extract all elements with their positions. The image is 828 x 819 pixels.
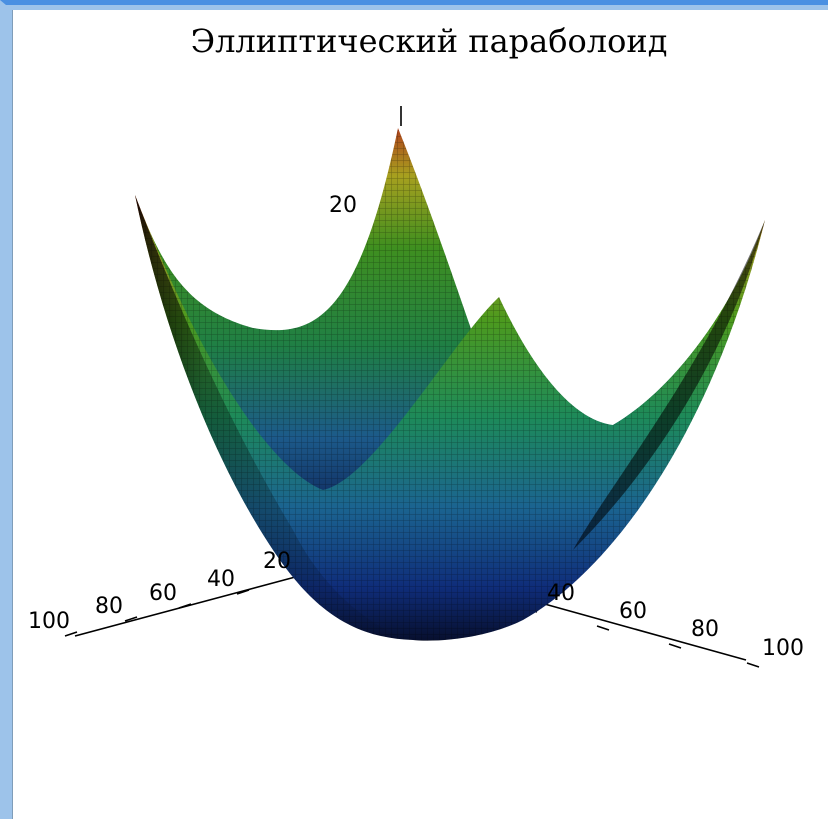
surface-back-mesh — [135, 128, 765, 525]
x-tick-label: 80 — [95, 594, 123, 619]
x-tick-mark — [236, 589, 250, 595]
chart-title: Эллиптический параболоид — [191, 22, 668, 60]
tick-labels: 20 40 60 80 100 40 60 80 100 20 — [28, 193, 804, 661]
y-tick-label: 60 — [619, 599, 647, 624]
paraboloid-chart: Эллиптический параболоид 20 40 60 80 100 40 60… — [28, 22, 804, 668]
y-tick-label: 80 — [691, 617, 719, 642]
axes — [64, 106, 760, 668]
y-tick-mark — [746, 662, 760, 668]
y-tick-label: 40 — [547, 581, 575, 606]
y-tick-mark — [668, 643, 682, 649]
x-tick-label: 40 — [207, 567, 235, 592]
x-tick-label: 60 — [149, 581, 177, 606]
x-tick-mark — [178, 603, 192, 609]
x-tick-mark — [64, 631, 78, 637]
y-tick-label: 100 — [762, 636, 804, 661]
paraboloid-surface — [135, 128, 765, 641]
x-tick-label: 100 — [28, 609, 70, 634]
y-axis-line — [522, 597, 747, 661]
z-tick-label: 20 — [329, 193, 357, 218]
plot-area: Эллиптический параболоид 20 40 60 80 100 40 60… — [12, 10, 828, 819]
y-tick-mark — [596, 625, 610, 631]
surface-left-shade — [135, 195, 413, 640]
x-tick-label: 20 — [263, 549, 291, 574]
x-tick-mark — [124, 616, 138, 622]
